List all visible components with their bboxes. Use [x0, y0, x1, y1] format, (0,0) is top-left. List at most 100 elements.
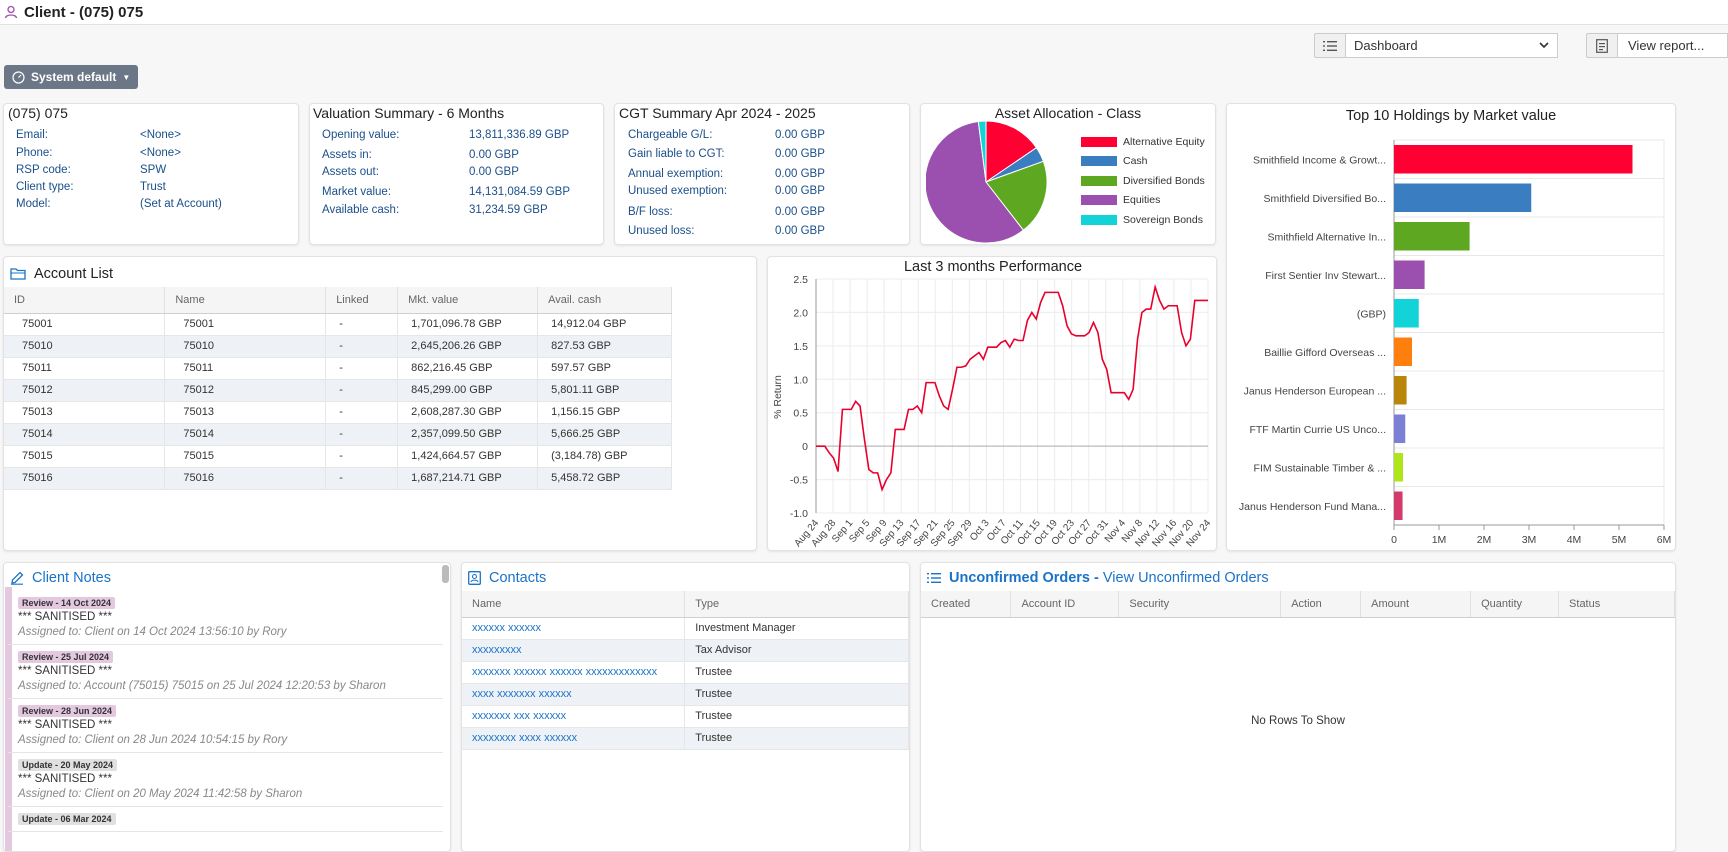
table-row[interactable]: 75012 75012-845,299.00 GBP 5,801.11 GBP [4, 379, 672, 402]
cgt-field-row: Chargeable G/L: 0.00 GBP [628, 129, 898, 148]
account-cell: - [325, 335, 399, 358]
contacts-header: Contacts [462, 563, 909, 587]
table-row[interactable]: xxxxxx xxxxxx Investment Manager [462, 617, 909, 640]
account-cell: 845,299.00 GBP [397, 379, 539, 402]
table-row[interactable]: 75001 75001-1,701,096.78 GBP 14,912.04 GBP [4, 313, 672, 336]
holding-bar[interactable] [1394, 337, 1412, 367]
toolbar: Dashboard View report... [1314, 33, 1728, 58]
table-row[interactable]: xxxx xxxxxxx xxxxxx Trustee [462, 683, 909, 706]
dashboard-select[interactable]: Dashboard [1346, 33, 1558, 58]
account-cell: 75012 [4, 379, 166, 402]
account-column-header[interactable]: ID [4, 287, 166, 314]
cgt-field-label: Unused loss: [628, 225, 695, 237]
account-column-header[interactable]: Avail. cash [537, 287, 672, 314]
holding-bar[interactable] [1394, 414, 1406, 444]
contact-name-link[interactable]: xxxxxxx xxxxxx xxxxxx xxxxxxxxxxxxx [462, 661, 686, 684]
orders-column-header[interactable]: Amount [1360, 591, 1472, 618]
pie-slice[interactable] [926, 120, 1025, 244]
edit-icon [11, 571, 24, 585]
orders-column-header[interactable]: Security [1118, 591, 1282, 618]
y-tick-label: 1.5 [793, 341, 808, 353]
account-cell: 75016 [164, 467, 327, 490]
view-report-button[interactable]: View report... [1618, 33, 1728, 58]
top10-panel: Top 10 Holdings by Market value Smithfie… [1226, 103, 1676, 551]
cgt-field-label: B/F loss: [628, 206, 673, 218]
valuation-field-row: Assets out: 0.00 GBP [322, 166, 592, 186]
account-cell: 2,357,099.50 GBP [397, 423, 539, 446]
x-tick-label: 1M [1432, 534, 1447, 546]
table-row[interactable]: xxxxxxxxx Tax Advisor [462, 639, 909, 662]
contact-name-link[interactable]: xxxx xxxxxxx xxxxxx [462, 683, 686, 706]
account-cell: 1,687,214.71 GBP [397, 467, 539, 490]
notes-accent-bar [5, 587, 12, 851]
legend-item: Alternative Equity [1081, 132, 1205, 152]
report-icon[interactable] [1586, 33, 1618, 58]
table-row[interactable]: 75013 75013-2,608,287.30 GBP 1,156.15 GBP [4, 401, 672, 424]
holding-bar[interactable] [1394, 491, 1403, 521]
orders-column-header[interactable]: Action [1280, 591, 1362, 618]
account-cell: 1,156.15 GBP [537, 401, 672, 424]
table-row[interactable]: 75016 75016-1,687,214.71 GBP 5,458.72 GBP [4, 467, 672, 490]
valuation-field-value: 31,234.59 GBP [469, 204, 548, 216]
legend-label: Equities [1123, 194, 1161, 207]
account-column-header[interactable]: Name [164, 287, 327, 314]
table-row[interactable]: 75011 75011-862,216.45 GBP 597.57 GBP [4, 357, 672, 380]
account-column-header[interactable]: Mkt. value [397, 287, 539, 314]
holding-label: Smithfield Income & Growt... [1253, 154, 1386, 166]
holding-bar[interactable] [1394, 260, 1425, 290]
table-row[interactable]: xxxxxxx xxxxxx xxxxxx xxxxxxxxxxxxx Trust… [462, 661, 909, 684]
note-badge: Review - 28 Jun 2024 [18, 705, 117, 717]
client-notes-title: Client Notes [32, 569, 111, 586]
performance-line[interactable] [816, 283, 1208, 493]
cgt-field-row: Gain liable to CGT: 0.00 GBP [628, 148, 898, 168]
holding-bar[interactable] [1394, 376, 1407, 405]
note-item[interactable]: Review - 14 Oct 2024 *** SANITISED *** Ass… [8, 591, 443, 645]
x-tick-label: 3M [1522, 534, 1537, 546]
orders-header: Unconfirmed Orders - View Unconfirmed Or… [921, 563, 1675, 587]
table-row[interactable]: xxxxxxxx xxxx xxxxxx Trustee [462, 727, 909, 750]
y-tick-label: 0.5 [793, 408, 808, 420]
contact-column-header[interactable]: Type [684, 591, 909, 618]
valuation-field-label: Assets in: [322, 149, 372, 161]
view-unconfirmed-orders-link[interactable]: View Unconfirmed Orders [1102, 569, 1269, 586]
cgt-field-value: 0.00 GBP [775, 206, 825, 218]
holding-bar[interactable] [1394, 453, 1403, 482]
orders-column-header[interactable]: Status [1558, 591, 1675, 618]
system-default-button[interactable]: System default ▼ [4, 65, 139, 89]
table-row[interactable]: 75010 75010-2,645,206.26 GBP 827.53 GBP [4, 335, 672, 358]
notes-scrollbar[interactable] [442, 565, 449, 583]
note-item[interactable]: Update - 20 May 2024 *** SANITISED *** Ass… [8, 753, 443, 807]
note-item[interactable]: Update - 06 Mar 2024 [8, 807, 443, 832]
legend-item: Cash [1081, 152, 1205, 172]
holding-bar[interactable] [1394, 222, 1470, 251]
holding-bar[interactable] [1394, 299, 1419, 328]
account-cell: 75014 [164, 423, 327, 446]
cgt-title: CGT Summary Apr 2024 - 2025 [619, 105, 816, 121]
pie-slice[interactable] [985, 160, 1048, 231]
table-row[interactable]: 75014 75014-2,357,099.50 GBP 5,666.25 GBP [4, 423, 672, 446]
holding-bar[interactable] [1394, 183, 1532, 213]
orders-column-header[interactable]: Account ID [1010, 591, 1120, 618]
pie-slice[interactable] [985, 120, 1038, 183]
cgt-field-row: Annual exemption: 0.00 GBP [628, 168, 898, 185]
orders-column-header[interactable]: Created [921, 591, 1012, 618]
contact-name-link[interactable]: xxxxxxxx xxxx xxxxxx [462, 727, 686, 750]
table-row[interactable]: xxxxxxx xxx xxxxxx Trustee [462, 705, 909, 728]
holding-bar[interactable] [1394, 145, 1633, 174]
note-item[interactable]: Review - 25 Jul 2024 *** SANITISED *** Ass… [8, 645, 443, 699]
note-item[interactable]: Review - 28 Jun 2024 *** SANITISED *** Ass… [8, 699, 443, 753]
list-icon[interactable] [1314, 33, 1346, 58]
account-cell: 75013 [164, 401, 327, 424]
contact-name-link[interactable]: xxxxxx xxxxxx [462, 617, 686, 640]
account-cell: 2,608,287.30 GBP [397, 401, 539, 424]
orders-column-header[interactable]: Quantity [1470, 591, 1560, 618]
table-row[interactable]: 75015 75015-1,424,664.57 GBP (3,184.78) GB… [4, 445, 672, 468]
x-tick-label: 5M [1612, 534, 1627, 546]
pie-slice[interactable] [977, 120, 987, 183]
account-cell: 75013 [4, 401, 166, 424]
contact-column-header[interactable]: Name [462, 591, 686, 618]
account-column-header[interactable]: Linked [325, 287, 399, 314]
client_info-field-label: RSP code: [16, 164, 71, 176]
contact-name-link[interactable]: xxxxxxx xxx xxxxxx [462, 705, 686, 728]
contact-name-link[interactable]: xxxxxxxxx [462, 639, 686, 662]
